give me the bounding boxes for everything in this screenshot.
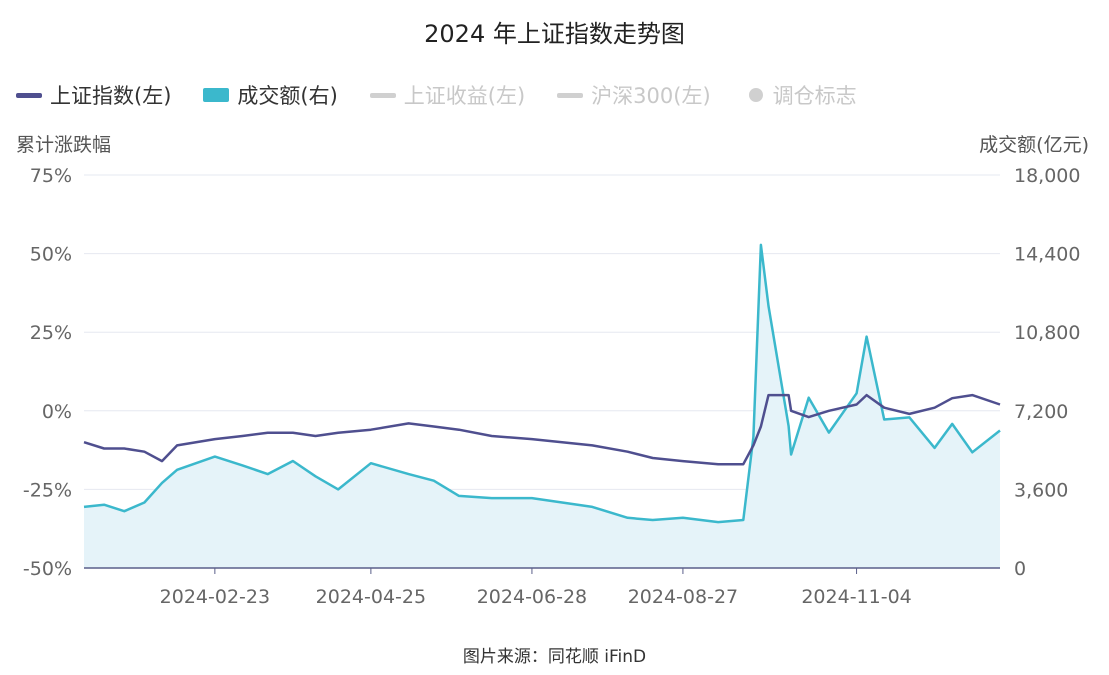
legend-swatch-shanghai-index	[16, 92, 42, 98]
left-tick-label: 75%	[30, 165, 72, 187]
left-tick-label: -50%	[23, 558, 72, 580]
left-tick-label: 50%	[30, 244, 72, 266]
x-tick-label: 2024-11-04	[801, 586, 911, 608]
legend-label-csi300: 沪深300(左)	[591, 84, 711, 108]
legend-item-shanghai-index[interactable]: 上证指数(左)	[16, 80, 171, 110]
axes: 75% 18,000 50% 14,400 25% 10,800 0% 7,200 -25% 3,…	[23, 165, 1081, 608]
legend: 上证指数(左) 成交额(右) 上证收益(左) 沪深300(左) 调仓标志	[16, 80, 889, 110]
left-tick-label: -25%	[23, 479, 72, 501]
right-axis-title: 成交额(亿元)	[979, 134, 1089, 156]
legend-swatch-turnover	[203, 88, 230, 102]
legend-label-shanghai-return: 上证收益(左)	[403, 84, 526, 108]
right-tick-label: 0	[1014, 558, 1026, 580]
right-tick-label: 10,800	[1014, 322, 1080, 344]
left-tick-label: 0%	[42, 401, 72, 423]
legend-label-shanghai-index: 上证指数(左)	[50, 84, 172, 108]
right-tick-label: 3,600	[1014, 479, 1068, 501]
turnover-line	[83, 243, 1001, 524]
legend-item-shanghai-return[interactable]: 上证收益(左)	[369, 80, 526, 110]
x-tick-label: 2024-04-25	[316, 586, 426, 608]
x-tick-label: 2024-08-27	[628, 586, 738, 608]
legend-item-rebalance[interactable]: 调仓标志	[743, 80, 857, 110]
x-tick-label: 2024-02-23	[160, 586, 270, 608]
legend-label-rebalance: 调仓标志	[772, 84, 857, 108]
right-tick-label: 7,200	[1014, 401, 1068, 423]
legend-item-turnover[interactable]: 成交额(右)	[203, 80, 338, 110]
turnover-area	[84, 244, 1000, 568]
chart-title: 2024 年上证指数走势图	[424, 20, 685, 48]
rebalance-dot-icon	[748, 88, 763, 102]
legend-swatch-csi300	[557, 92, 584, 98]
legend-swatch-shanghai-return	[369, 92, 396, 98]
right-tick-label: 14,400	[1014, 244, 1080, 266]
legend-item-csi300[interactable]: 沪深300(左)	[557, 80, 711, 110]
left-axis-title: 累计涨跌幅	[16, 134, 112, 156]
legend-label-turnover: 成交额(右)	[237, 84, 338, 108]
turnover-area-layer	[83, 243, 1001, 568]
source-note: 图片来源：同花顺 iFinD	[462, 647, 647, 667]
series-lines	[83, 393, 1001, 466]
x-tick-label: 2024-06-28	[477, 586, 587, 608]
shanghai-index-line	[83, 393, 1001, 466]
right-tick-label: 18,000	[1014, 165, 1080, 187]
left-tick-label: 25%	[30, 322, 72, 344]
